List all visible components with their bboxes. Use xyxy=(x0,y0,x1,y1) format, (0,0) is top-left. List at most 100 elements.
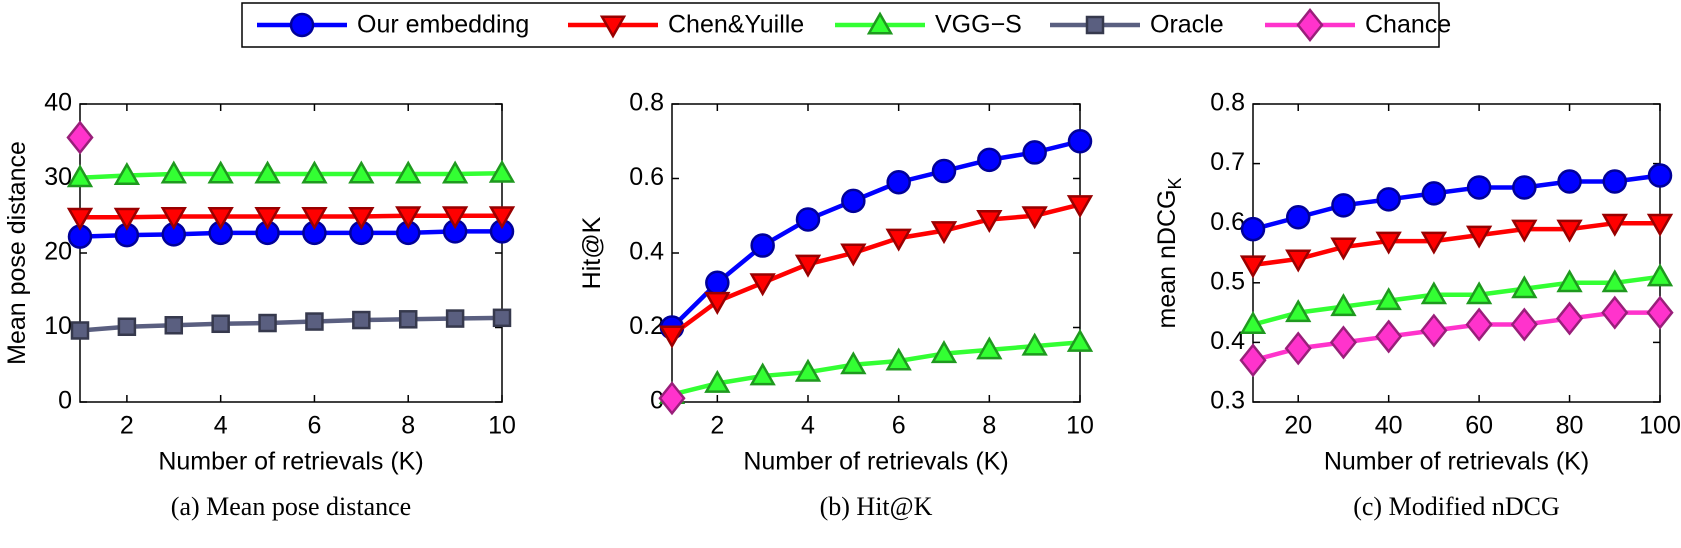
marker xyxy=(348,160,375,184)
legend-marker xyxy=(1296,7,1324,43)
x-tick-label: 8 xyxy=(401,412,415,440)
y-tick-label: 0.8 xyxy=(1210,89,1245,117)
y-tick-label: 40 xyxy=(44,89,72,117)
marker xyxy=(794,358,822,382)
marker xyxy=(1375,231,1402,255)
y-tick-label: 20 xyxy=(44,238,72,266)
x-tick-label: 6 xyxy=(892,412,906,440)
marker xyxy=(441,160,469,184)
marker xyxy=(254,160,281,184)
caption: (c) Modified nDCG xyxy=(1353,492,1560,521)
marker xyxy=(1376,187,1401,212)
series-line xyxy=(1252,220,1660,268)
y-tick-label: 0 xyxy=(58,387,72,415)
marker xyxy=(1330,293,1357,317)
marker xyxy=(976,336,1003,360)
marker xyxy=(211,314,230,334)
legend-marker xyxy=(289,12,315,38)
marker xyxy=(1555,301,1584,336)
marker xyxy=(395,206,422,230)
marker xyxy=(1067,129,1093,154)
marker xyxy=(1647,163,1673,188)
marker xyxy=(1511,219,1538,243)
marker xyxy=(488,159,516,183)
marker xyxy=(750,233,775,258)
marker xyxy=(749,273,776,297)
marker xyxy=(1021,332,1048,356)
marker xyxy=(398,310,418,329)
marker xyxy=(1420,231,1448,255)
x-tick-label: 100 xyxy=(1639,412,1681,440)
marker xyxy=(840,243,867,267)
marker xyxy=(658,381,686,416)
series-line xyxy=(1252,310,1660,363)
marker xyxy=(1330,237,1357,261)
marker xyxy=(1285,299,1312,323)
marker xyxy=(1557,169,1582,194)
y-axis-label-text: Mean pose distance xyxy=(3,141,31,365)
marker xyxy=(164,316,184,335)
marker xyxy=(1285,249,1312,273)
x-tick-label: 2 xyxy=(120,412,134,440)
series-line xyxy=(80,213,502,220)
marker xyxy=(1511,275,1538,299)
marker xyxy=(840,351,867,375)
marker xyxy=(1601,295,1629,330)
legend-marker xyxy=(866,11,894,35)
y-axis-label: Hit@K xyxy=(578,216,606,289)
marker xyxy=(1285,204,1311,230)
caption: (a) Mean pose distance xyxy=(171,492,411,521)
marker xyxy=(1601,213,1628,237)
marker xyxy=(1239,343,1267,378)
marker xyxy=(1329,325,1358,360)
marker xyxy=(977,147,1002,173)
y-tick-label: 0.8 xyxy=(629,89,664,117)
marker xyxy=(1646,263,1674,287)
x-tick-label: 10 xyxy=(488,412,516,440)
marker xyxy=(445,309,465,328)
x-tick-label: 20 xyxy=(1284,412,1312,440)
marker xyxy=(492,308,512,328)
y-tick-label: 0.7 xyxy=(1210,148,1245,176)
marker xyxy=(1375,319,1403,354)
marker xyxy=(207,160,234,184)
y-tick-label: 0.6 xyxy=(1210,208,1245,236)
y-tick-label: 0.2 xyxy=(629,312,664,340)
marker xyxy=(1420,281,1448,305)
x-tick-label: 6 xyxy=(307,412,321,440)
marker xyxy=(1375,287,1402,311)
legend-label: VGG−S xyxy=(935,11,1022,39)
series-line xyxy=(670,202,1081,337)
marker xyxy=(160,160,187,184)
marker xyxy=(113,162,141,186)
y-tick-label: 0.4 xyxy=(1210,327,1245,355)
marker xyxy=(704,369,731,393)
marker xyxy=(1066,195,1094,219)
marker xyxy=(70,321,90,340)
marker xyxy=(930,340,958,364)
x-tick-label: 60 xyxy=(1465,412,1493,440)
x-tick-label: 10 xyxy=(1066,412,1094,440)
y-axis-label: Mean pose distance xyxy=(3,141,31,365)
legend-label: Chen&Yuille xyxy=(668,11,804,39)
caption: (b) Hit@K xyxy=(820,492,933,521)
x-axis-label: Number of retrievals (K) xyxy=(158,448,423,476)
marker xyxy=(886,169,911,195)
marker xyxy=(352,310,371,330)
legend-marker xyxy=(1085,15,1105,35)
marker xyxy=(885,228,912,252)
y-axis-label-text: Hit@K xyxy=(578,216,606,289)
marker xyxy=(704,291,731,315)
y-axis-label: mean nDCGK xyxy=(1153,178,1185,329)
x-tick-label: 8 xyxy=(982,412,996,440)
marker xyxy=(160,206,187,231)
series-line xyxy=(79,315,503,333)
marker xyxy=(841,188,866,214)
marker xyxy=(1602,169,1628,194)
legend-marker xyxy=(599,15,627,39)
marker xyxy=(1465,225,1493,249)
marker xyxy=(1466,175,1492,200)
marker xyxy=(66,164,94,188)
marker xyxy=(930,221,958,245)
y-tick-label: 0.4 xyxy=(629,238,664,266)
